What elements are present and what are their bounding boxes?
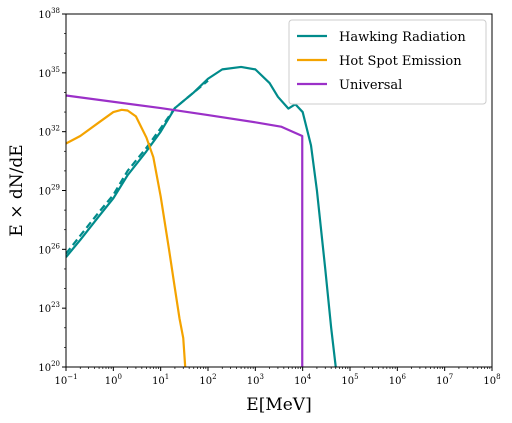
legend: Hawking Radiation Hot Spot Emission Univer…: [288, 19, 487, 105]
x-tick-label: 102: [199, 373, 216, 387]
legend-box: [288, 19, 487, 105]
y-tick-label: 1020: [38, 360, 60, 374]
y-tick-label: 1023: [38, 301, 60, 315]
x-tick-label: 100: [105, 373, 122, 387]
legend-entry: Hawking Radiation: [339, 30, 466, 45]
y-tick-label: 1026: [38, 242, 60, 256]
x-tick-label: 10−1: [54, 373, 77, 387]
series-line-hawking-radiation: [66, 65, 337, 367]
y-tick-label: 1038: [38, 7, 60, 21]
x-tick-label: 105: [341, 373, 358, 387]
series-line-dashed-1: [66, 79, 209, 255]
x-axis: 10−1 100 101 102 103 104 105 106 107 108: [54, 367, 501, 387]
series-line-hot-spot-emission: [66, 108, 187, 367]
legend-entry: Universal: [339, 78, 402, 93]
x-tick-label: 103: [247, 373, 264, 387]
x-tick-label: 107: [436, 373, 453, 387]
x-tick-label: 108: [483, 373, 500, 387]
plot-lines: [66, 65, 337, 367]
y-tick-label: 1035: [38, 66, 60, 80]
y-tick-label: 1029: [38, 184, 60, 198]
x-axis-label: E[MeV]: [246, 395, 311, 415]
x-tick-label: 101: [152, 373, 169, 387]
y-axis: 1020 1023 1026 1029 1032 1035 1038: [38, 7, 66, 374]
x-tick-label: 104: [294, 373, 312, 387]
y-tick-label: 1032: [38, 125, 60, 139]
legend-entry: Hot Spot Emission: [339, 54, 462, 69]
x-tick-label: 106: [389, 373, 407, 387]
series-line-universal: [66, 94, 304, 367]
y-axis-label: E × dN/dE: [7, 144, 27, 236]
